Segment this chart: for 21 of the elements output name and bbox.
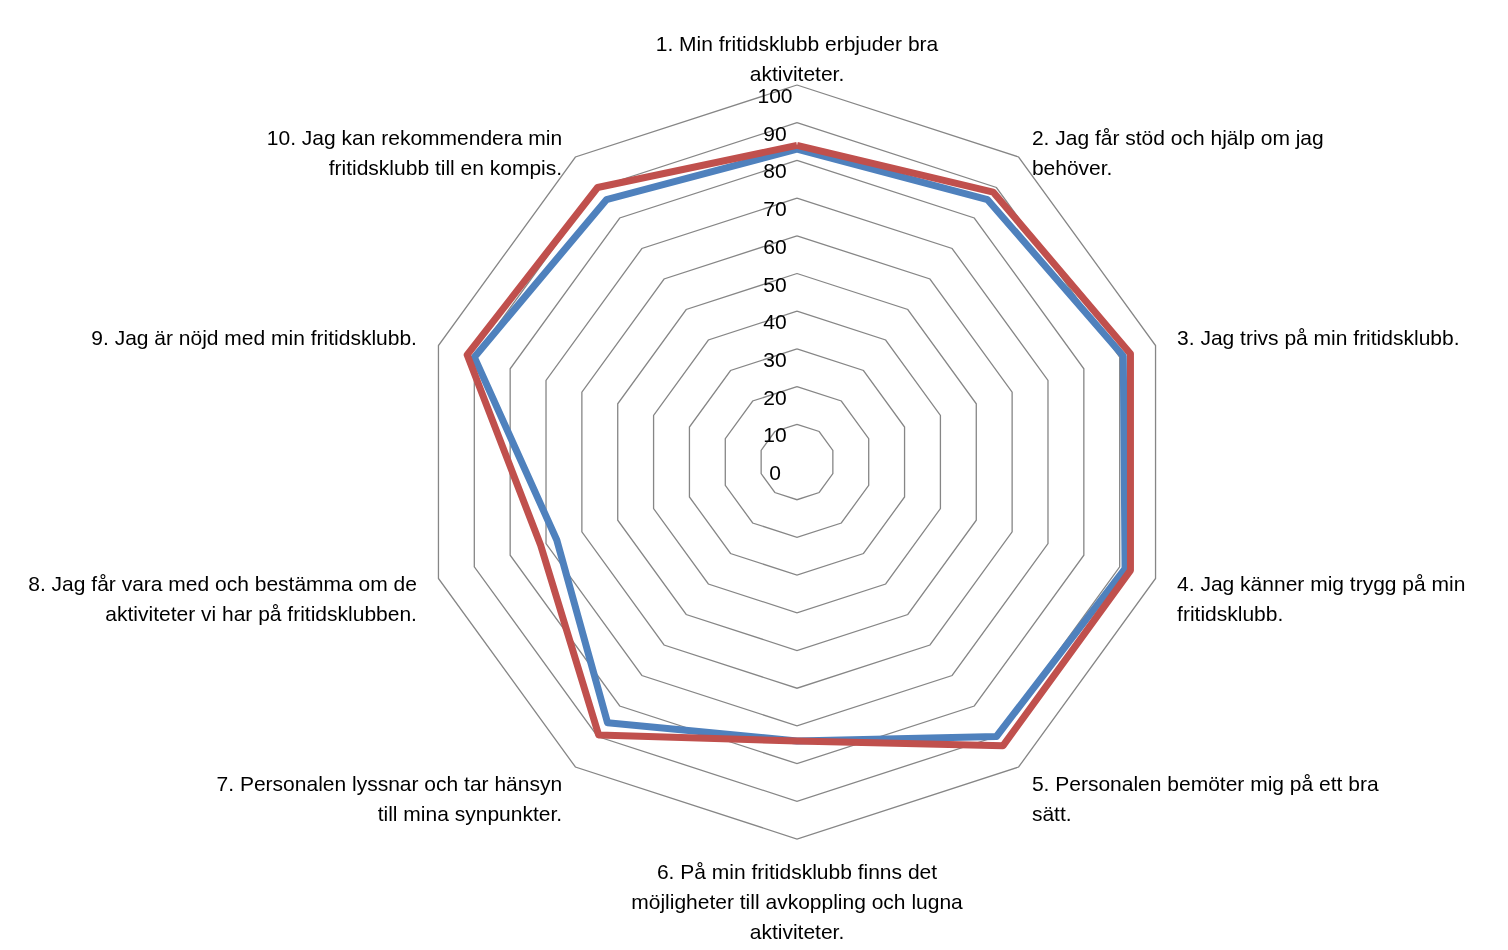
- y-tick-label: 100: [757, 84, 793, 107]
- spoke-label: 3. Jag trivs på min fritidsklubb.: [1177, 325, 1460, 349]
- y-tick-label: 20: [763, 385, 787, 409]
- spoke-label: 5. Personalen bemöter mig på ett bra sätt.: [1031, 772, 1379, 826]
- y-tick-label: 30: [763, 347, 787, 371]
- y-tick-label: 10: [763, 423, 787, 447]
- y-tick-label: 70: [763, 197, 787, 221]
- spoke-label: 9. Jag är nöjd med min fritidsklubb.: [91, 325, 417, 349]
- y-tick-label: 0: [769, 461, 781, 484]
- spoke-label: 8. Jag får vara med och bestämma om de aktiviteter vi har på fritidsklubben.: [28, 572, 417, 626]
- y-tick-label: 40: [763, 310, 787, 334]
- y-tick-label: 60: [763, 234, 787, 258]
- y-tick-label: 50: [763, 272, 787, 296]
- y-tick-label: 90: [763, 121, 787, 145]
- spoke-label: 7. Personalen lyssnar och tar hänsyn till mina synpunkter.: [216, 772, 563, 826]
- spoke-label: 10. Jag kan rekommendera min fritidsklubb till en kompis.: [266, 125, 563, 179]
- spoke-label: 2. Jag får stöd och hjälp om jag behöver.: [1031, 125, 1324, 179]
- spoke-label: 4. Jag känner mig trygg på min fritidsklubb.: [1177, 572, 1466, 626]
- y-tick-label: 80: [763, 159, 787, 183]
- spoke-label: 1. Min fritidsklubb erbjuder bra aktiviteter.: [655, 31, 939, 85]
- spoke-label: 6. På min fritidsklubb finns det möjligheter till avkoppling och lugna aktiviteter.: [631, 859, 964, 943]
